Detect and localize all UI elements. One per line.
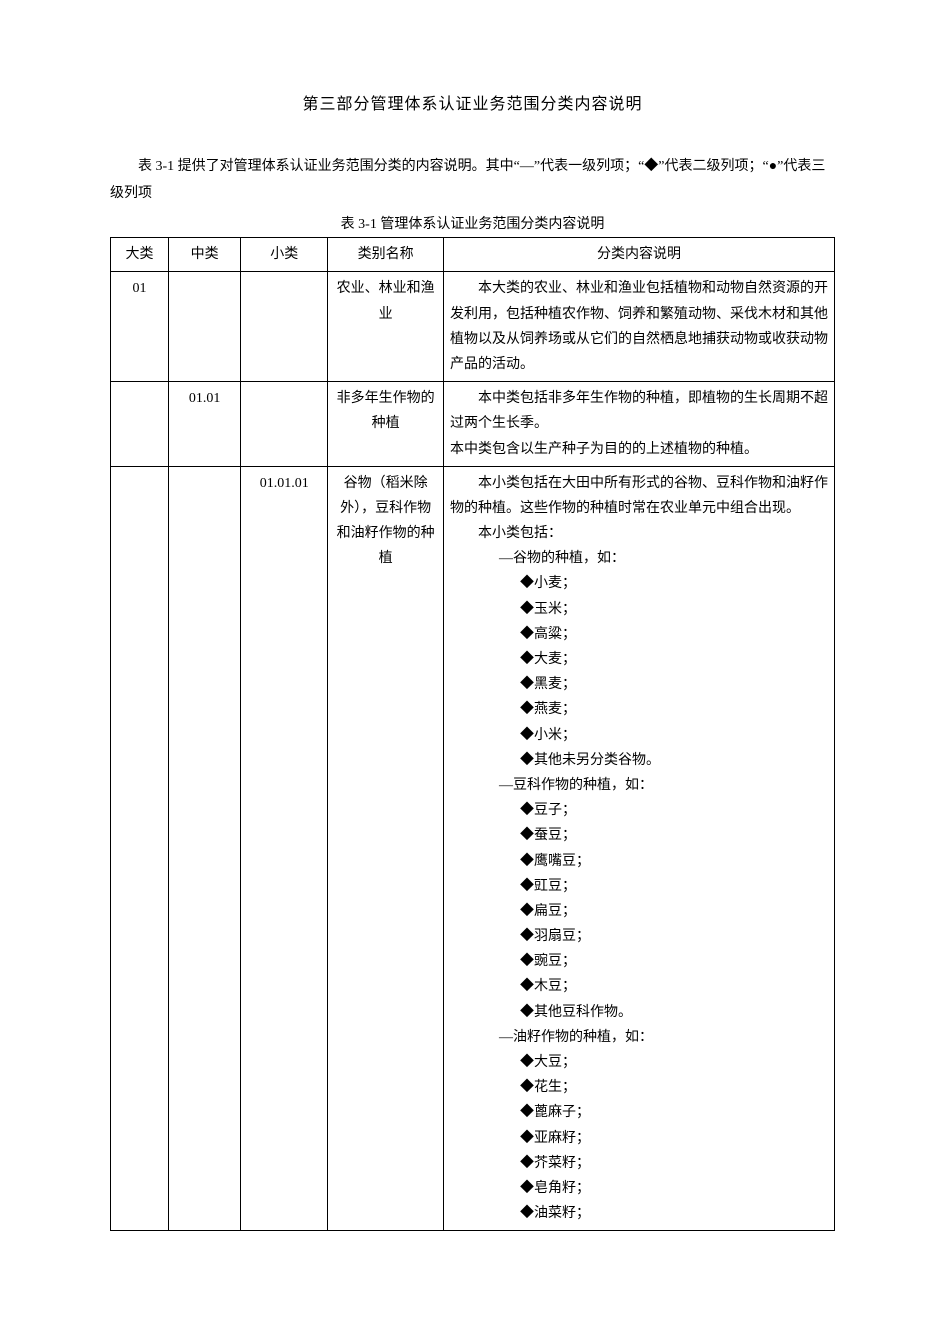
list-group-head: —谷物的种植，如： bbox=[450, 546, 828, 571]
page: 第三部分管理体系认证业务范围分类内容说明 表 3-1 提供了对管理体系认证业务范… bbox=[0, 0, 945, 1271]
list-item: ◆大麦； bbox=[450, 647, 828, 672]
col-header-name: 类别名称 bbox=[328, 238, 444, 272]
cell-medium bbox=[168, 272, 240, 382]
cell-minor: 01.01.01 bbox=[241, 466, 328, 1231]
list-item: ◆燕麦； bbox=[450, 697, 828, 722]
list-item: ◆花生； bbox=[450, 1075, 828, 1100]
list-item: ◆高粱； bbox=[450, 622, 828, 647]
cell-minor bbox=[241, 382, 328, 467]
cell-description: 本大类的农业、林业和渔业包括植物和动物自然资源的开发利用，包括种植农作物、饲养和… bbox=[444, 272, 835, 382]
list-item: ◆皂角籽； bbox=[450, 1176, 828, 1201]
table-header-row: 大类 中类 小类 类别名称 分类内容说明 bbox=[111, 238, 835, 272]
list-group-head: —豆科作物的种植，如： bbox=[450, 773, 828, 798]
cell-category-name: 农业、林业和渔业 bbox=[328, 272, 444, 382]
document-title: 第三部分管理体系认证业务范围分类内容说明 bbox=[110, 90, 835, 114]
list-item: ◆羽扇豆； bbox=[450, 924, 828, 949]
table-row: 01.01.01 谷物（稻米除外），豆科作物和油籽作物的种植 本小类包括在大田中… bbox=[111, 466, 835, 1231]
cell-major: 01 bbox=[111, 272, 169, 382]
cell-major bbox=[111, 382, 169, 467]
list-item: ◆其他豆科作物。 bbox=[450, 1000, 828, 1025]
desc-paragraph: 本中类包括非多年生作物的种植，即植物的生长周期不超过两个生长季。 bbox=[450, 386, 828, 436]
classification-table: 大类 中类 小类 类别名称 分类内容说明 01 农业、林业和渔业 本大类的农业、… bbox=[110, 237, 835, 1231]
list-item: ◆豇豆； bbox=[450, 874, 828, 899]
cell-description: 本中类包括非多年生作物的种植，即植物的生长周期不超过两个生长季。 本中类包含以生… bbox=[444, 382, 835, 467]
list-item: ◆小麦； bbox=[450, 571, 828, 596]
list-item: ◆其他未另分类谷物。 bbox=[450, 748, 828, 773]
list-item: ◆豌豆； bbox=[450, 949, 828, 974]
list-label: 本小类包括： bbox=[450, 521, 828, 546]
cell-major bbox=[111, 466, 169, 1231]
list-item: ◆亚麻籽； bbox=[450, 1126, 828, 1151]
col-header-minor: 小类 bbox=[241, 238, 328, 272]
list-item: ◆蓖麻子； bbox=[450, 1100, 828, 1125]
col-header-major: 大类 bbox=[111, 238, 169, 272]
desc-paragraph: 本小类包括在大田中所有形式的谷物、豆科作物和油籽作物的种植。这些作物的种植时常在… bbox=[450, 471, 828, 521]
list-item: ◆油菜籽； bbox=[450, 1201, 828, 1226]
cell-minor bbox=[241, 272, 328, 382]
list-item: ◆小米； bbox=[450, 723, 828, 748]
list-item: ◆蚕豆； bbox=[450, 823, 828, 848]
table-row: 01.01 非多年生作物的种植 本中类包括非多年生作物的种植，即植物的生长周期不… bbox=[111, 382, 835, 467]
desc-paragraph: 本中类包含以生产种子为目的的上述植物的种植。 bbox=[450, 437, 828, 462]
cell-medium bbox=[168, 466, 240, 1231]
col-header-desc: 分类内容说明 bbox=[444, 238, 835, 272]
list-item: ◆豆子； bbox=[450, 798, 828, 823]
cell-category-name: 谷物（稻米除外），豆科作物和油籽作物的种植 bbox=[328, 466, 444, 1231]
list-item: ◆玉米； bbox=[450, 597, 828, 622]
desc-paragraph: 本大类的农业、林业和渔业包括植物和动物自然资源的开发利用，包括种植农作物、饲养和… bbox=[450, 276, 828, 377]
table-row: 01 农业、林业和渔业 本大类的农业、林业和渔业包括植物和动物自然资源的开发利用… bbox=[111, 272, 835, 382]
cell-category-name: 非多年生作物的种植 bbox=[328, 382, 444, 467]
cell-description: 本小类包括在大田中所有形式的谷物、豆科作物和油籽作物的种植。这些作物的种植时常在… bbox=[444, 466, 835, 1231]
list-item: ◆黑麦； bbox=[450, 672, 828, 697]
list-group-head: —油籽作物的种植，如： bbox=[450, 1025, 828, 1050]
list-item: ◆芥菜籽； bbox=[450, 1151, 828, 1176]
list-item: ◆大豆； bbox=[450, 1050, 828, 1075]
intro-paragraph: 表 3-1 提供了对管理体系认证业务范围分类的内容说明。其中“—”代表一级列项；… bbox=[110, 154, 835, 207]
col-header-medium: 中类 bbox=[168, 238, 240, 272]
list-item: ◆木豆； bbox=[450, 974, 828, 999]
list-item: ◆扁豆； bbox=[450, 899, 828, 924]
table-caption: 表 3-1 管理体系认证业务范围分类内容说明 bbox=[110, 213, 835, 233]
cell-medium: 01.01 bbox=[168, 382, 240, 467]
list-item: ◆鹰嘴豆； bbox=[450, 849, 828, 874]
